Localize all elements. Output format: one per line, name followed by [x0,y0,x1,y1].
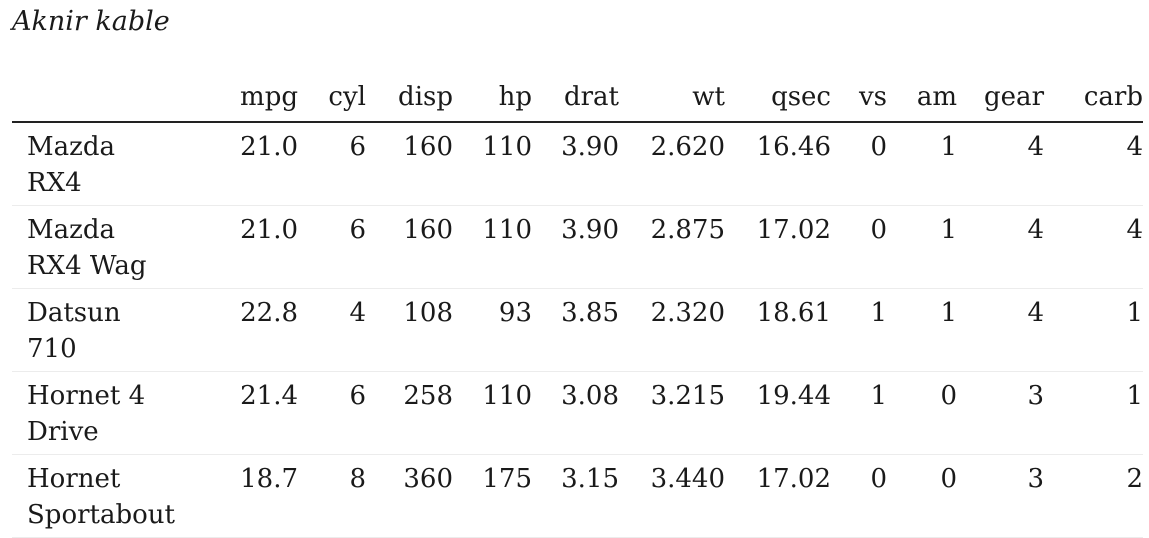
cell-drat: 3.85 [561,298,619,328]
cell-am: 1 [940,132,957,162]
cell-qsec: 16.46 [756,132,831,162]
cell-cyl: 6 [349,215,366,245]
column-header-wt: wt [619,74,725,123]
header-row: mpg cyl disp hp drat wt qsec vs am gear … [12,74,1143,123]
column-header-vs: vs [831,74,887,123]
column-header-qsec: qsec [725,74,831,123]
cell-hp: 93 [498,298,532,328]
cell-mpg: 21.0 [240,132,298,162]
cell-gear: 3 [1027,464,1044,494]
cell-disp: 258 [403,381,453,411]
cell-qsec: 18.61 [756,298,831,328]
cell-cyl: 6 [349,381,366,411]
cell-wt: 3.440 [650,464,725,494]
row-name: Hornet Sportabout [27,464,175,530]
cell-vs: 0 [870,215,887,245]
cell-am: 1 [940,215,957,245]
table-row: Datsun 710 22.8 4 108 93 3.85 2.320 18.6… [12,289,1143,372]
table-row: Hornet Sportabout 18.7 8 360 175 3.15 3.… [12,455,1143,538]
cell-disp: 108 [403,298,453,328]
column-header-disp: disp [366,74,453,123]
cell-drat: 3.90 [561,132,619,162]
cell-carb: 1 [1126,298,1143,328]
cell-qsec: 17.02 [756,215,831,245]
cell-vs: 0 [870,132,887,162]
cell-mpg: 21.4 [240,381,298,411]
cell-gear: 4 [1027,132,1044,162]
column-header-rowname [12,74,175,123]
cell-gear: 4 [1027,215,1044,245]
column-header-carb: carb [1044,74,1143,123]
cell-qsec: 19.44 [756,381,831,411]
table-caption: Aknir kable [12,6,170,37]
cell-drat: 3.08 [561,381,619,411]
row-name: Mazda RX4 [27,132,115,198]
column-header-am: am [887,74,957,123]
cell-gear: 4 [1027,298,1044,328]
cell-hp: 110 [482,132,532,162]
cell-vs: 0 [870,464,887,494]
cell-carb: 2 [1126,464,1143,494]
table-row: Hornet 4 Drive 21.4 6 258 110 3.08 3.215… [12,372,1143,455]
row-name: Datsun 710 [27,298,121,364]
column-header-drat: drat [532,74,619,123]
cell-wt: 3.215 [650,381,725,411]
row-name: Mazda RX4 Wag [27,215,147,281]
cell-am: 0 [940,464,957,494]
cell-mpg: 18.7 [240,464,298,494]
table-row: Mazda RX4 Wag 21.0 6 160 110 3.90 2.875 … [12,206,1143,289]
cell-mpg: 21.0 [240,215,298,245]
cell-disp: 160 [403,132,453,162]
cell-cyl: 6 [349,132,366,162]
table-row: Mazda RX4 21.0 6 160 110 3.90 2.620 16.4… [12,122,1143,206]
column-header-mpg: mpg [175,74,298,123]
cell-hp: 110 [482,215,532,245]
cell-drat: 3.90 [561,215,619,245]
cell-mpg: 22.8 [240,298,298,328]
cell-hp: 175 [482,464,532,494]
cell-am: 1 [940,298,957,328]
cell-carb: 1 [1126,381,1143,411]
cell-gear: 3 [1027,381,1044,411]
column-header-gear: gear [957,74,1044,123]
cell-disp: 160 [403,215,453,245]
column-header-hp: hp [453,74,532,123]
cell-wt: 2.620 [650,132,725,162]
cell-vs: 1 [870,381,887,411]
cell-cyl: 8 [349,464,366,494]
cell-wt: 2.875 [650,215,725,245]
cell-disp: 360 [403,464,453,494]
cell-vs: 1 [870,298,887,328]
column-header-cyl: cyl [298,74,366,123]
cell-qsec: 17.02 [756,464,831,494]
row-name: Hornet 4 Drive [27,381,146,447]
cell-wt: 2.320 [650,298,725,328]
cell-drat: 3.15 [561,464,619,494]
cell-am: 0 [940,381,957,411]
table-body: Mazda RX4 21.0 6 160 110 3.90 2.620 16.4… [12,122,1143,538]
cell-hp: 110 [482,381,532,411]
cell-carb: 4 [1126,215,1143,245]
cell-carb: 4 [1126,132,1143,162]
cell-cyl: 4 [349,298,366,328]
data-table: mpg cyl disp hp drat wt qsec vs am gear … [12,74,1143,538]
table-header: mpg cyl disp hp drat wt qsec vs am gear … [12,74,1143,123]
